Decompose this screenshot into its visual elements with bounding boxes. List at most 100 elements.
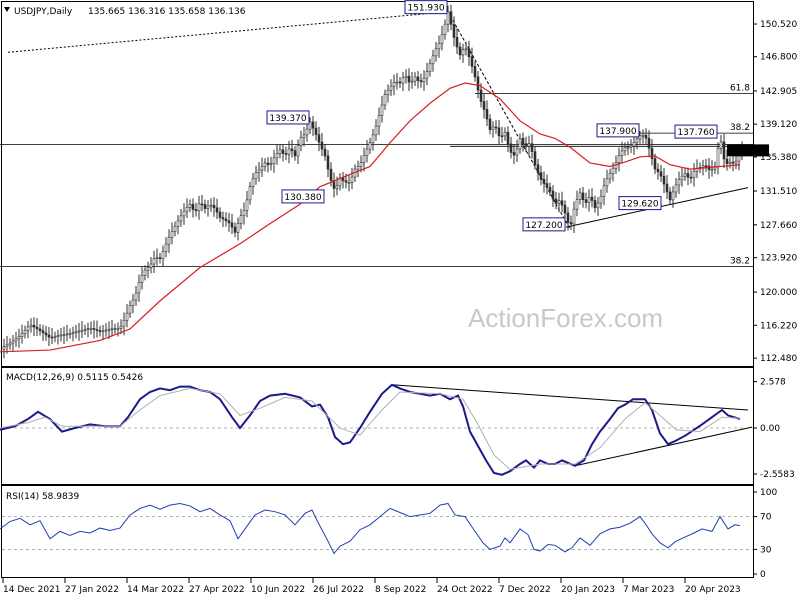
candle-body <box>665 183 669 193</box>
candle-body <box>533 151 537 166</box>
price-candle <box>476 71 480 99</box>
candle-body <box>152 258 156 265</box>
header-ohlc: 135.665 136.316 135.658 136.136 <box>88 7 246 17</box>
candle-body <box>701 165 705 168</box>
price-candle <box>722 133 726 169</box>
candle-body <box>362 155 366 163</box>
candle-body <box>323 148 327 157</box>
candle-body <box>524 143 528 147</box>
price-candle <box>338 173 342 191</box>
candle-body <box>527 143 531 147</box>
candle-body <box>167 236 171 245</box>
price-candle <box>179 208 183 227</box>
candle-body <box>194 209 198 212</box>
candle-body <box>14 338 18 342</box>
candle-body <box>569 222 573 225</box>
price-candle <box>62 326 66 345</box>
price-candle <box>452 16 456 47</box>
candle-body <box>335 185 339 189</box>
candle-body <box>593 200 597 209</box>
price-candle <box>71 326 75 342</box>
price-candle <box>125 304 129 328</box>
price-candle <box>425 62 429 86</box>
candle-body <box>104 329 108 332</box>
candle-body <box>170 231 174 238</box>
candle-body <box>404 75 408 79</box>
price-candle <box>17 328 21 348</box>
price-candle <box>287 140 291 164</box>
macd-y-tick-label: -2.5583 <box>760 470 795 480</box>
price-candle <box>671 186 675 208</box>
price-candle <box>323 144 327 161</box>
candle-body <box>341 177 345 181</box>
price-candle <box>206 200 210 217</box>
price-box-label-frame <box>596 123 640 138</box>
candle-body <box>365 148 369 156</box>
candle-body <box>434 48 438 57</box>
candle-body <box>2 346 6 350</box>
price-candle <box>251 172 255 195</box>
candle-body <box>482 101 486 110</box>
price-candle <box>158 252 162 264</box>
price-y-tick-label: 131.510 <box>760 187 797 197</box>
price-box-label-frame <box>522 217 566 232</box>
candle-body <box>386 89 390 95</box>
x-tick-label: 14 Dec 2021 <box>3 585 61 595</box>
price-candle <box>278 144 282 159</box>
candle-body <box>581 192 585 200</box>
candle-body <box>359 162 363 167</box>
price-candle <box>392 74 396 96</box>
price-candle <box>569 215 573 230</box>
price-candle <box>110 319 114 337</box>
price-candle <box>422 70 426 91</box>
candle-body <box>17 336 21 340</box>
price-candle <box>41 324 45 341</box>
candle-body <box>98 330 102 332</box>
price-candle <box>236 217 240 241</box>
price-candle <box>191 198 195 218</box>
rsi-y-tick-label: 0 <box>760 570 766 580</box>
price-candle <box>509 136 513 159</box>
price-candle <box>578 188 582 205</box>
price-y-tick-label: 142.905 <box>760 87 797 97</box>
rsi-title: RSI(14) 58.9839 <box>6 492 79 502</box>
rsi-y-tick-label: 100 <box>760 488 777 498</box>
price-candle <box>2 338 6 359</box>
price-candle <box>77 323 81 341</box>
price-candle <box>92 320 96 339</box>
price-candle <box>11 335 15 352</box>
chart-menu-icon[interactable] <box>4 7 10 12</box>
candle-body <box>203 204 207 209</box>
price-candle <box>605 169 609 193</box>
price-candle <box>314 121 318 141</box>
candle-body <box>50 336 54 339</box>
price-candle <box>257 162 261 182</box>
candle-body <box>233 226 237 233</box>
price-box-label-frame <box>674 124 718 139</box>
price-box-label-frame <box>404 0 448 15</box>
candle-body <box>326 155 330 170</box>
price-candle <box>566 207 570 231</box>
price-candle <box>170 222 174 245</box>
candle-body <box>728 161 732 164</box>
macd-title: MACD(12,26,9) 0.5115 0.5426 <box>6 373 143 383</box>
candle-body <box>668 191 672 201</box>
candle-body <box>500 135 504 138</box>
rsi-panel: 100 70 30 0 RSI(14) 58.9839 <box>0 488 777 580</box>
price-candle <box>317 126 321 152</box>
candle-body <box>179 215 183 222</box>
candle-body <box>101 330 105 333</box>
price-candle <box>227 212 231 232</box>
price-candle <box>248 181 252 205</box>
price-candle <box>548 182 552 196</box>
price-candle <box>707 157 711 179</box>
x-tick-label: 8 Sep 2022 <box>375 585 426 595</box>
candle-body <box>278 149 282 154</box>
price-panel: 150.520 146.800 142.905 139.120 135.380 131.5… <box>0 0 797 364</box>
price-level-label: 38.2 <box>730 123 750 133</box>
candle-body <box>542 179 546 184</box>
rsi-y-tick-label: 30 <box>760 545 772 555</box>
candle-body <box>389 85 393 91</box>
candle-body <box>251 178 255 187</box>
price-candle <box>587 189 591 212</box>
